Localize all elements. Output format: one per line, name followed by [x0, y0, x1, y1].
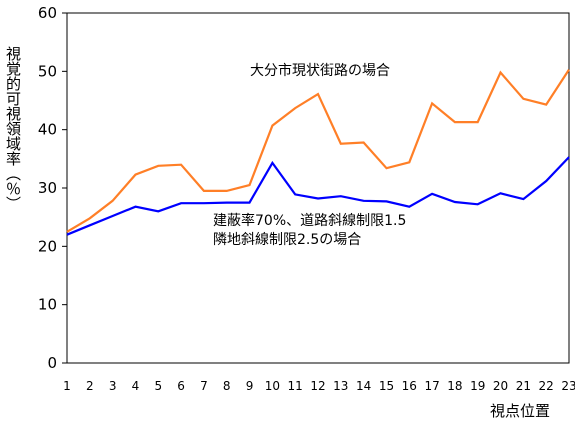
x-tick-label: 22: [539, 379, 554, 393]
chart-axes: [62, 12, 570, 364]
x-tick-label: 11: [288, 379, 303, 393]
x-tick-label: 20: [493, 379, 508, 393]
x-tick-label: 21: [516, 379, 531, 393]
x-tick-label: 12: [310, 379, 325, 393]
x-tick-label: 2: [86, 379, 94, 393]
x-tick-label: 1: [63, 379, 71, 393]
y-tick-label: 10: [38, 296, 57, 314]
series-line-2: [66, 156, 570, 236]
y-tick-label: 50: [38, 62, 57, 80]
series-line-1: [66, 68, 570, 233]
series-label-line-1: 建蔽率70%、道路斜線制限1.5: [213, 213, 407, 229]
x-tick-label: 9: [246, 379, 254, 393]
x-tick-label: 8: [223, 379, 231, 393]
y-tick-label: 0: [47, 354, 57, 372]
x-tick-label: 15: [379, 379, 394, 393]
x-axis-title: 視点位置: [490, 402, 551, 420]
y-tick-label: 40: [38, 121, 57, 139]
series-label-regulated: 建蔽率70%、道路斜線制限1.5 隣地斜線制限2.5の場合: [213, 212, 406, 250]
y-tick-label: 60: [38, 4, 57, 22]
chart-series: [66, 68, 570, 236]
x-tick-label: 4: [132, 379, 140, 393]
x-tick-label: 7: [200, 379, 208, 393]
y-tick-label: 30: [38, 179, 57, 197]
series-label-current-streets: 大分市現状街路の場合: [250, 63, 390, 79]
x-tick-label: 17: [424, 379, 439, 393]
series-label-line-2: 隣地斜線制限2.5の場合: [213, 232, 362, 248]
x-tick-label: 10: [265, 379, 280, 393]
x-tick-label: 14: [356, 379, 371, 393]
y-tick-label: 20: [38, 237, 57, 255]
x-tick-label: 6: [177, 379, 185, 393]
x-tick-label: 19: [470, 379, 485, 393]
x-tick-label: 18: [447, 379, 462, 393]
x-tick-label: 3: [109, 379, 117, 393]
x-tick-label: 23: [561, 379, 575, 393]
x-tick-label: 13: [333, 379, 348, 393]
y-axis-title: 視覚的可視領域率（％）: [4, 46, 22, 211]
x-tick-label: 16: [402, 379, 417, 393]
x-tick-label: 5: [154, 379, 162, 393]
